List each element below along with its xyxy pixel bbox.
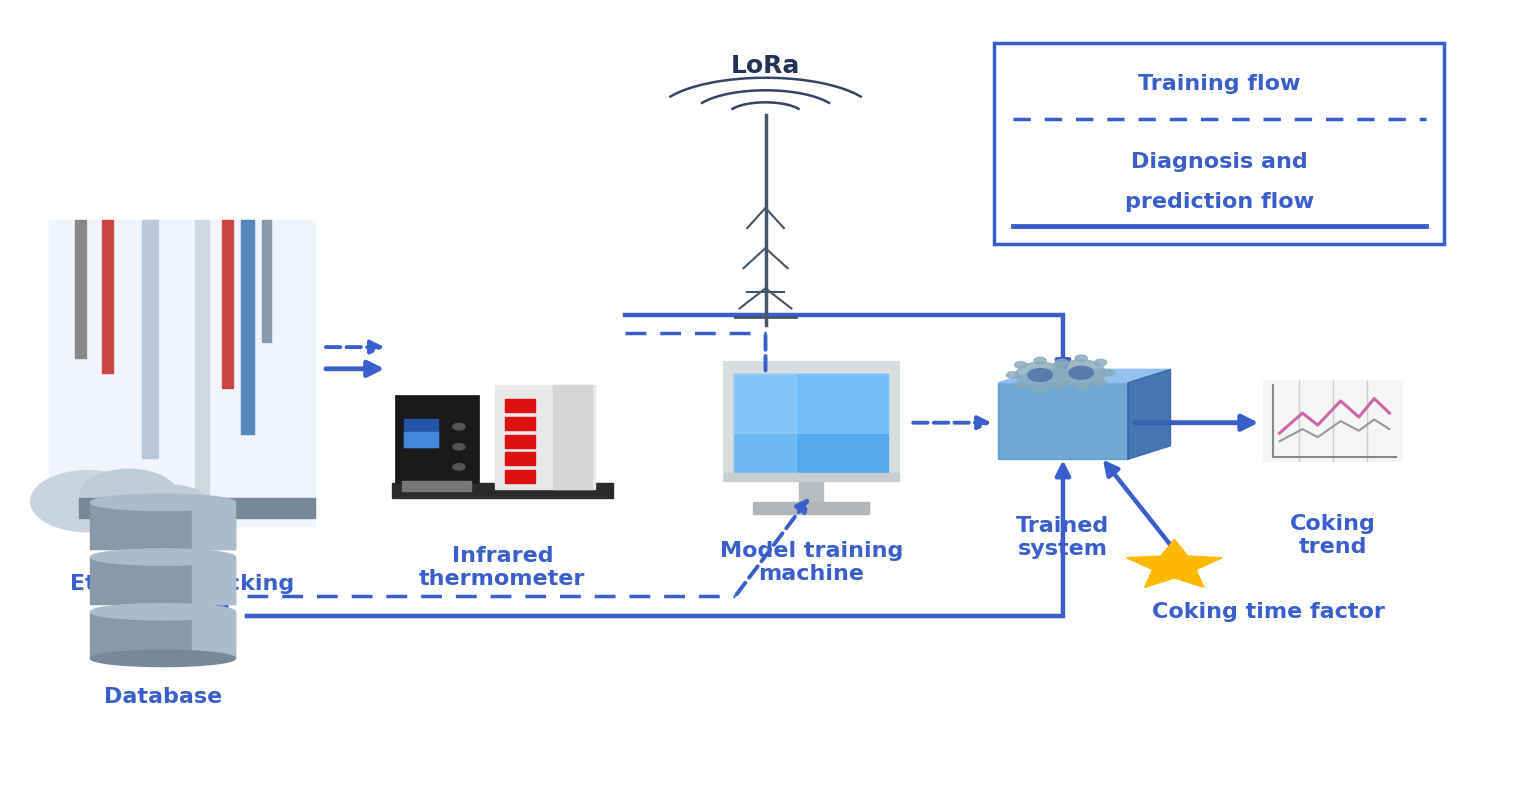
Circle shape [1015,362,1064,388]
Circle shape [453,463,465,470]
Text: Training flow: Training flow [1138,74,1300,94]
Text: Ethylene cracking
furnace: Ethylene cracking furnace [70,574,294,617]
Bar [403,481,472,491]
Bar [505,435,536,448]
Bar [554,385,591,489]
Circle shape [1053,382,1066,389]
Circle shape [1033,386,1046,393]
Bar [505,417,536,430]
Circle shape [1015,382,1027,389]
Text: LoRa: LoRa [730,53,801,78]
Bar [735,373,796,472]
Bar [505,453,536,465]
Text: Infrared
thermometer: Infrared thermometer [419,546,585,589]
Bar [505,399,536,412]
Bar [735,373,888,472]
Circle shape [1053,361,1066,368]
Ellipse shape [90,494,236,510]
Text: Diagnosis and: Diagnosis and [1131,151,1307,172]
Bar [49,220,315,526]
Polygon shape [1127,539,1222,587]
Polygon shape [998,369,1171,383]
Circle shape [1069,366,1093,379]
Text: prediction flow: prediction flow [1125,192,1314,212]
Circle shape [1033,357,1046,364]
Bar [80,497,315,518]
Polygon shape [998,383,1128,459]
Circle shape [1056,360,1105,386]
Bar [90,557,236,603]
Text: Model training
machine: Model training machine [720,541,903,584]
Bar [240,220,254,434]
Bar [753,501,870,514]
Bar [191,612,236,659]
Circle shape [1061,372,1073,378]
Bar [191,502,236,549]
Circle shape [126,485,211,530]
Circle shape [1102,369,1115,376]
Bar [404,419,438,447]
Bar [191,557,236,603]
FancyBboxPatch shape [994,43,1444,244]
Text: Trained
system: Trained system [1017,516,1110,559]
Circle shape [1015,361,1027,368]
Bar [90,612,236,659]
Circle shape [1056,380,1069,386]
Polygon shape [1128,369,1171,459]
Circle shape [453,444,465,450]
Bar [496,385,594,489]
Circle shape [453,424,465,430]
Circle shape [1075,384,1087,390]
Circle shape [31,471,147,532]
Text: Database: Database [104,687,222,706]
Circle shape [1006,372,1018,378]
Bar [1265,381,1401,462]
Ellipse shape [90,549,236,565]
Text: Coking time factor: Coking time factor [1153,602,1386,622]
Bar [735,373,888,433]
Ellipse shape [90,603,236,620]
Text: Coking
trend: Coking trend [1291,514,1376,556]
Bar [142,220,158,458]
Circle shape [80,469,178,521]
Circle shape [1095,380,1107,386]
Bar [724,472,899,480]
Circle shape [1056,360,1069,366]
Bar [196,220,208,510]
Bar [75,220,86,357]
Circle shape [1027,369,1052,382]
Circle shape [1047,369,1059,376]
Bar [395,394,479,483]
Bar [90,502,236,549]
Ellipse shape [90,650,236,667]
Circle shape [1095,360,1107,366]
Circle shape [1075,355,1087,361]
Bar [103,220,113,373]
Bar [222,220,233,388]
Bar [505,470,536,483]
Bar [724,361,899,480]
Bar [799,479,824,503]
Bar [262,220,271,343]
Bar [392,483,612,497]
Bar [404,433,438,447]
